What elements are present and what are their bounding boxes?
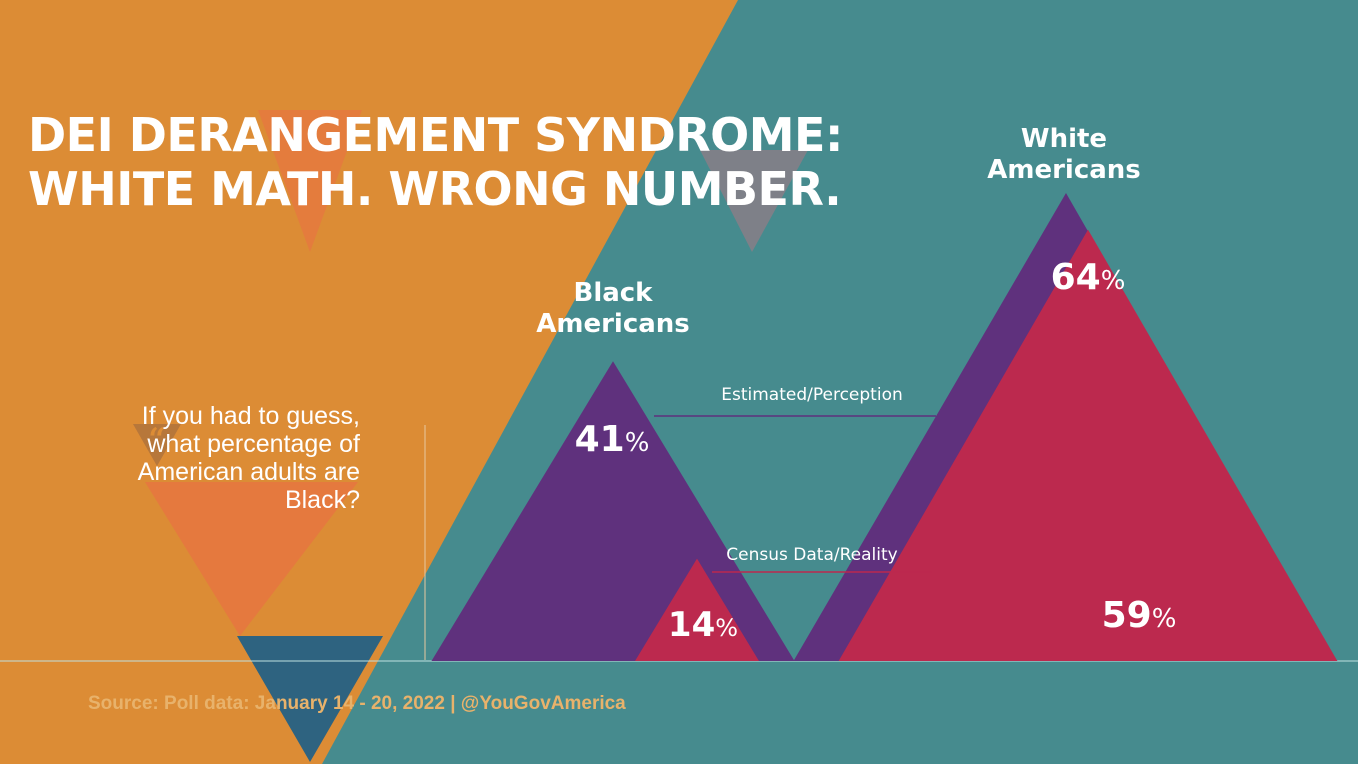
decorative-triangle-orange [258,110,362,252]
legend-label-perceived: Estimated/Perception [721,385,903,405]
perceived-triangle-black-americans [431,361,795,661]
quote-triangle [133,424,181,466]
actual-triangle-white-americans [838,229,1338,661]
quote-mark-icon: “ [148,422,165,457]
legend-label-actual: Census Data/Reality [726,545,897,565]
source-footnote: Source: Poll data: January 14 - 20, 2022… [88,693,626,714]
perceived-value-black-americans: 41% [575,419,650,460]
actual-triangle-black-americans [635,558,759,661]
decorative-triangle-navy [237,636,383,762]
actual-value-white-americans: 59% [1102,595,1177,636]
category-label-white-americans: White Americans [987,124,1141,185]
actual-value-black-americans: 14% [668,605,738,645]
title-line-2: WHITE MATH. WRONG NUMBER. [28,162,842,216]
title-line-1: DEI DERANGEMENT SYNDROME: [28,108,843,162]
decorative-triangle-gray [700,150,808,252]
category-label-black-americans: Black Americans [536,278,690,339]
survey-question: If you had to guess, what percentage of … [137,402,360,514]
perceived-value-white-americans: 64% [1051,257,1126,298]
page-title: DEI DERANGEMENT SYNDROME: WHITE MATH. WR… [28,108,843,216]
decorative-triangle-question [145,482,358,636]
orange-diagonal-panel [0,0,738,764]
